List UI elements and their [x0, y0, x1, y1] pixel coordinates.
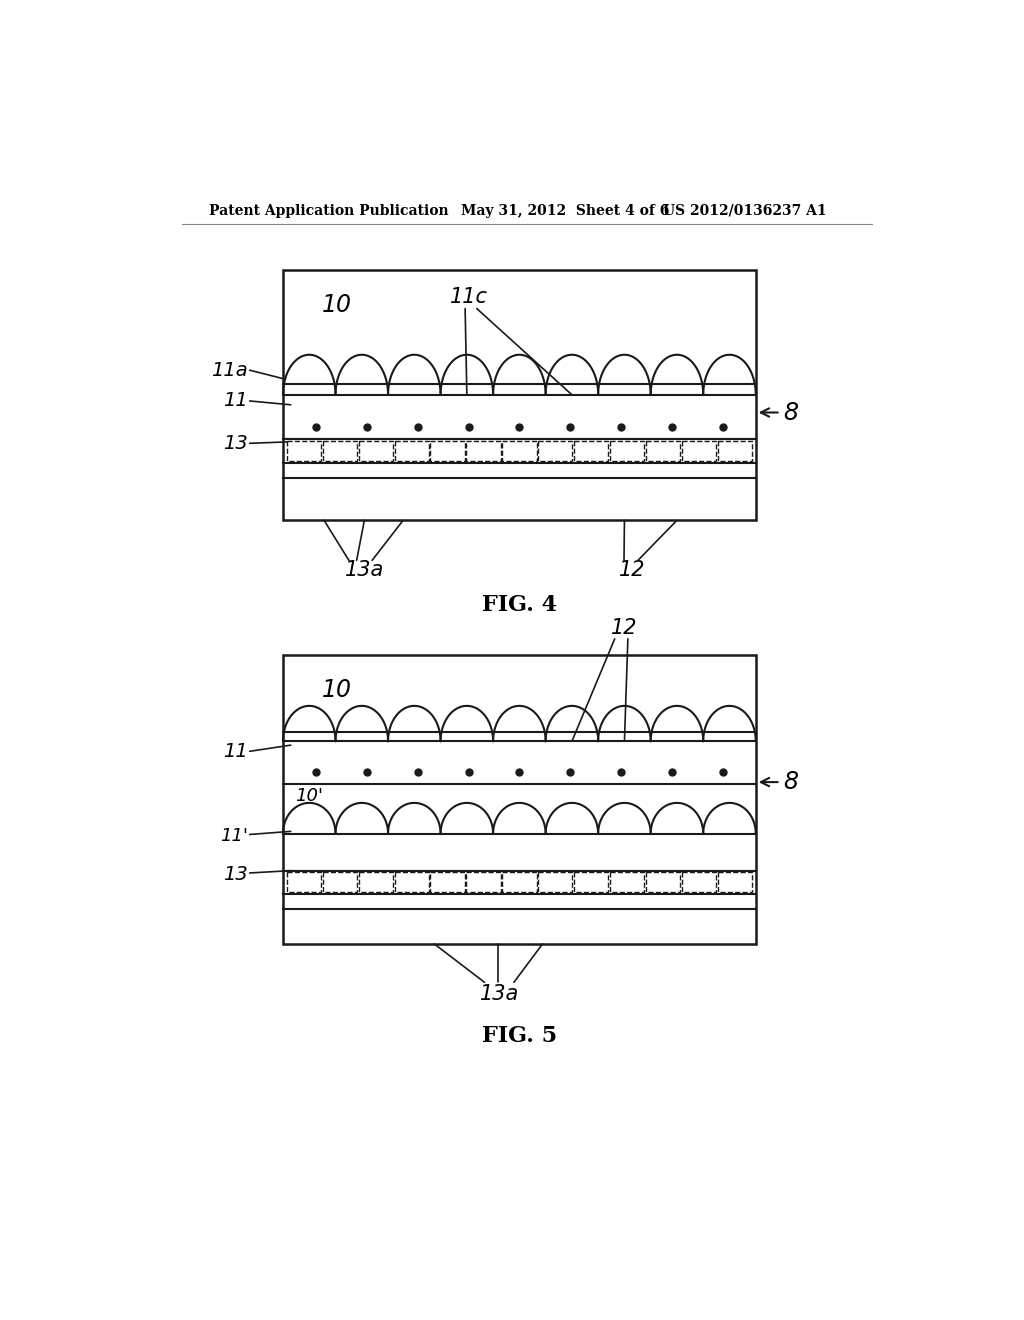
Bar: [646, 873, 680, 892]
Bar: [323, 873, 357, 892]
Text: 8: 8: [783, 770, 798, 795]
Bar: [682, 873, 716, 892]
Bar: [646, 441, 680, 461]
Text: 11: 11: [223, 742, 248, 760]
Text: FIG. 5: FIG. 5: [482, 1026, 557, 1047]
Bar: [283, 655, 756, 944]
Bar: [682, 441, 716, 461]
Bar: [358, 873, 393, 892]
Bar: [538, 441, 572, 461]
Text: 13a: 13a: [480, 983, 519, 1003]
Text: 13: 13: [223, 865, 248, 884]
Bar: [283, 271, 756, 520]
Text: US 2012/0136237 A1: US 2012/0136237 A1: [663, 203, 826, 218]
Bar: [430, 441, 465, 461]
Bar: [358, 441, 393, 461]
Bar: [718, 873, 752, 892]
Text: 11: 11: [223, 392, 248, 411]
Bar: [538, 873, 572, 892]
Bar: [430, 873, 465, 892]
Text: 11a: 11a: [211, 360, 248, 380]
Text: 11c: 11c: [450, 286, 488, 308]
Text: 10: 10: [322, 677, 352, 702]
Bar: [394, 873, 429, 892]
Text: May 31, 2012  Sheet 4 of 6: May 31, 2012 Sheet 4 of 6: [461, 203, 670, 218]
Bar: [394, 441, 429, 461]
Bar: [502, 441, 537, 461]
Text: Patent Application Publication: Patent Application Publication: [209, 203, 449, 218]
Bar: [466, 873, 501, 892]
Text: 10': 10': [295, 787, 323, 805]
Bar: [287, 873, 322, 892]
Text: 13: 13: [223, 434, 248, 453]
Bar: [466, 441, 501, 461]
Bar: [574, 441, 608, 461]
Bar: [502, 873, 537, 892]
Text: 12: 12: [610, 618, 637, 638]
Bar: [610, 873, 644, 892]
Bar: [287, 441, 322, 461]
Text: 10: 10: [322, 293, 352, 317]
Text: 11': 11': [220, 828, 248, 845]
Bar: [323, 441, 357, 461]
Bar: [610, 441, 644, 461]
Bar: [574, 873, 608, 892]
Text: 12: 12: [618, 561, 645, 581]
Text: FIG. 4: FIG. 4: [482, 594, 557, 616]
Bar: [718, 441, 752, 461]
Text: 8: 8: [783, 400, 798, 425]
Text: 13a: 13a: [345, 561, 384, 581]
